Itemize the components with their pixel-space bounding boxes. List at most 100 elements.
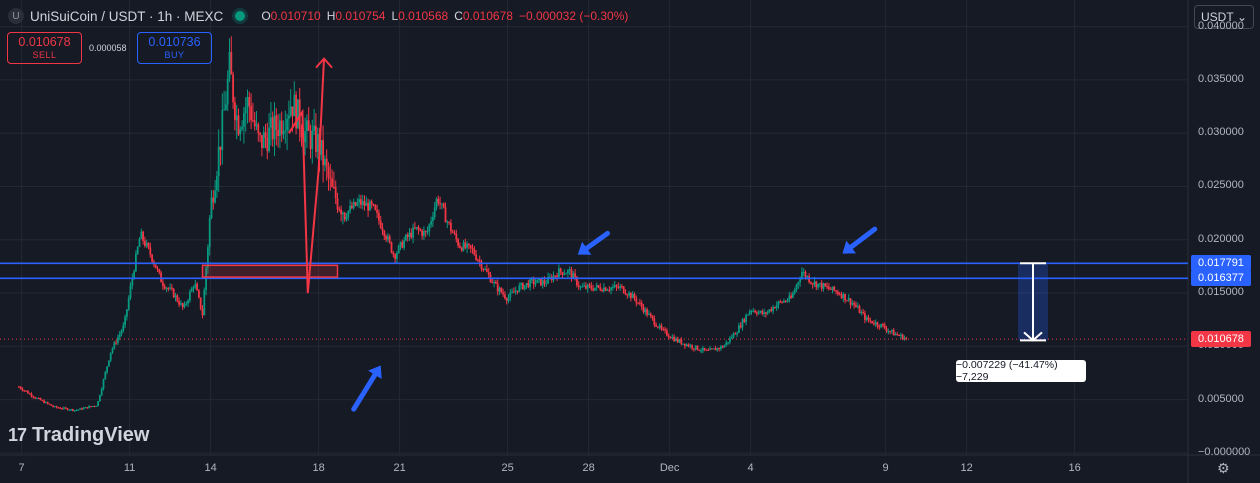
candle-body (786, 300, 789, 302)
candle-body (365, 203, 368, 206)
annotations[interactable] (201, 57, 878, 412)
candle-body (352, 202, 355, 209)
candle-body (619, 286, 621, 288)
candle-body (756, 312, 758, 314)
candle-body (198, 290, 200, 298)
candle-body (784, 301, 787, 303)
candle-body (432, 217, 434, 222)
candle-body (28, 393, 31, 395)
candle-body (288, 115, 290, 119)
candle-body (417, 226, 420, 230)
candle-body (171, 287, 173, 289)
symbol-title[interactable]: UniSuiCoin / USDT · 1h · MEXC (30, 8, 224, 24)
candle-body (581, 286, 584, 288)
candle-body (374, 204, 377, 210)
gear-icon[interactable]: ⚙ (1217, 460, 1230, 476)
candle-body (500, 288, 503, 293)
candle-body (95, 405, 98, 407)
candle-body (720, 346, 722, 349)
candle-body (896, 334, 899, 336)
candle-body (802, 271, 805, 273)
candle-body (529, 279, 531, 288)
candle-body (520, 283, 522, 286)
candle-body (91, 406, 94, 408)
candle-body (559, 268, 562, 273)
candle-body (880, 323, 882, 328)
low-value: 0.010568 (398, 9, 449, 23)
candle-body (185, 303, 188, 305)
candle-body (133, 271, 135, 278)
currency-selector[interactable]: USDT ⌄ (1194, 5, 1254, 29)
price-range-measure[interactable] (1018, 262, 1048, 342)
candle-body (813, 281, 816, 285)
candle-body (478, 260, 481, 262)
candle-body (45, 402, 47, 404)
candle-body (714, 348, 717, 351)
candle-body (495, 281, 497, 284)
candle-body (853, 303, 855, 305)
candle-body (882, 323, 884, 326)
candle-body (833, 286, 836, 291)
candle-body (93, 406, 96, 408)
sell-price: 0.010678 (18, 35, 71, 50)
candle-body (621, 286, 623, 288)
candle-body (691, 345, 693, 349)
candle-body (378, 212, 380, 221)
candle-body (392, 252, 395, 255)
candle-body (849, 298, 852, 305)
blue-arrow-shaft (584, 230, 610, 251)
support-resistance-levels[interactable] (0, 262, 1188, 340)
tradingview-logo[interactable]: 17 TradingView (8, 424, 149, 447)
candle-body (615, 285, 618, 287)
candle-body (871, 320, 873, 324)
candle-body (505, 298, 508, 301)
candle-body (34, 397, 36, 399)
sell-button[interactable]: 0.010678 SELL (7, 32, 82, 64)
candle-body (55, 406, 58, 408)
candle-body (36, 397, 38, 399)
candle-body (388, 236, 391, 243)
blue-arrow-head (842, 240, 856, 254)
candle-body (547, 276, 549, 284)
x-tick-label: 21 (393, 462, 406, 474)
candle-body (774, 307, 776, 309)
candle-body (743, 319, 746, 322)
buy-button[interactable]: 0.010736 BUY (137, 32, 212, 64)
candle-body (207, 247, 209, 268)
last-price-tag: 0.010678 (1191, 331, 1251, 348)
candle-body (531, 279, 533, 281)
candle-body (883, 325, 886, 329)
candle-body (88, 406, 90, 409)
candle-body (190, 288, 193, 292)
candle-body (225, 104, 227, 110)
x-tick-label: 4 (747, 462, 754, 474)
candle-body (50, 404, 53, 406)
candle-body (795, 284, 798, 290)
blue-arrow-head (577, 241, 592, 255)
resistance-upper-tag: 0.017791 (1191, 255, 1251, 272)
candle-body (131, 277, 134, 286)
candle-body (347, 210, 350, 217)
candle-body (590, 285, 593, 289)
candle-body (810, 282, 812, 284)
candle-body (423, 231, 425, 236)
candle-body (738, 325, 740, 333)
candle-body (680, 339, 683, 345)
candle-body (608, 290, 611, 292)
candle-body (583, 285, 585, 287)
symbol-icon[interactable]: U (8, 8, 24, 24)
candle-body (124, 316, 126, 326)
high-key: H (326, 9, 336, 23)
candle-body (511, 291, 513, 293)
candle-body (556, 275, 558, 278)
candle-body (127, 297, 130, 310)
candle-body (72, 409, 74, 411)
candle-body (412, 227, 414, 238)
candle-body (183, 303, 186, 308)
candle-body (270, 117, 272, 128)
candle-body (633, 293, 636, 299)
candle-body (275, 115, 278, 130)
candle-body (111, 348, 114, 353)
candle-body (109, 352, 112, 361)
